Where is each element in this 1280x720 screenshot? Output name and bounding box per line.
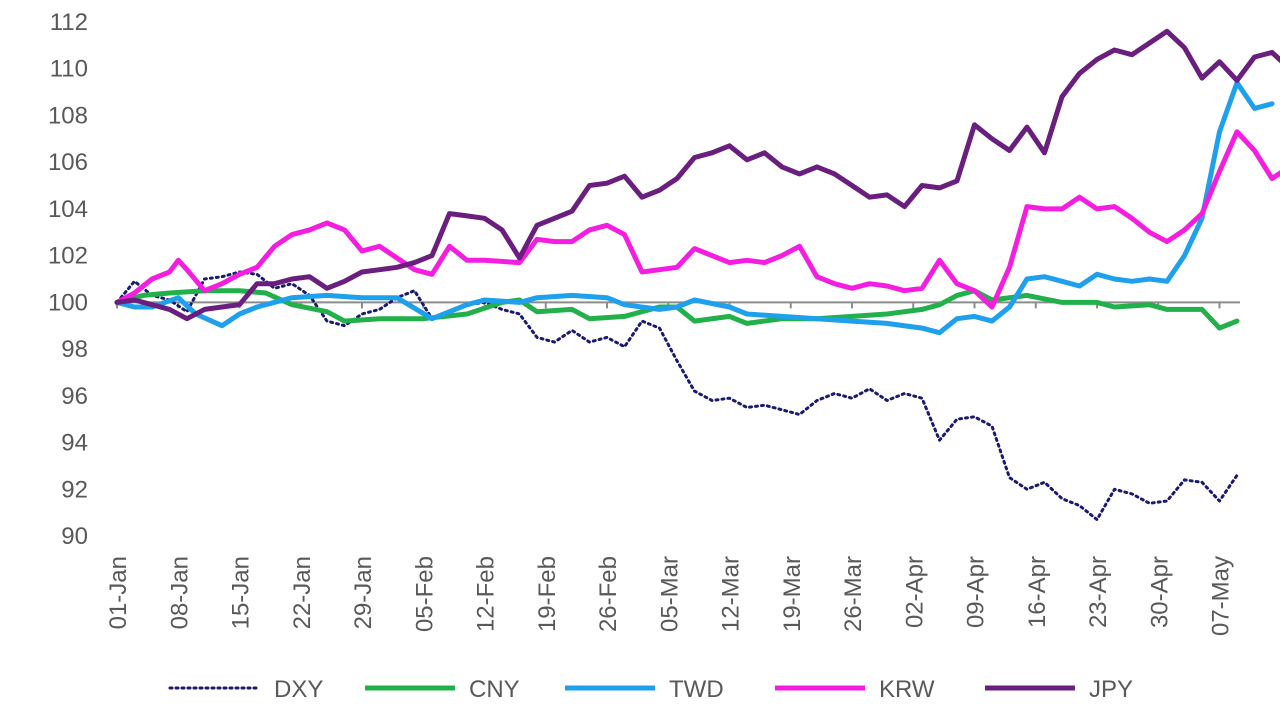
x-tick-label: 05-Feb [411,556,438,632]
y-tick-label: 112 [50,9,88,36]
x-tick-label: 08-Jan [166,556,193,629]
x-tick-label: 26-Mar [840,556,867,632]
series-line-krw [114,129,1280,310]
y-tick-label: 100 [48,289,88,316]
y-tick-label: 90 [61,523,88,550]
y-tick-label: 106 [48,149,88,176]
x-tick-label: 30-Apr [1146,556,1173,628]
x-tick-label: 26-Feb [595,556,622,632]
legend-label-cny: CNY [469,676,520,703]
x-tick-label: 23-Apr [1085,556,1112,628]
y-tick-label: 108 [48,102,88,129]
x-tick-label: 12-Mar [718,556,745,632]
x-tick-label: 02-Apr [901,556,928,628]
series-line-twd [114,80,1275,336]
series-line-jpy [114,28,1280,322]
x-tick-label: 05-Mar [656,556,683,632]
y-tick-label: 98 [61,336,88,363]
y-tick-label: 96 [61,383,88,410]
x-tick-label: 22-Jan [289,556,316,629]
legend-label-krw: KRW [879,676,935,703]
y-axis-ticks: 90 92 94 96 98 100 102 104 106 108 110 112 [48,9,88,550]
x-tick-label: 12-Feb [473,556,500,632]
x-axis-ticks: 01-Jan 08-Jan 15-Jan 22-Jan 29-Jan 05-Feb 12-F… [105,302,1235,636]
x-tick-label: 19-Mar [779,556,806,632]
series-lines [114,28,1280,522]
x-tick-label: 15-Jan [228,556,255,629]
legend-label-dxy: DXY [274,676,323,703]
x-tick-label: 19-Feb [534,556,561,632]
x-tick-label: 07-May [1208,556,1235,636]
series-line-dxy [115,270,1239,522]
legend-label-twd: TWD [669,676,724,703]
y-tick-label: 94 [61,430,88,457]
y-tick-label: 102 [48,243,88,270]
x-tick-label: 09-Apr [963,556,990,628]
series-line-cny [114,288,1240,331]
y-tick-label: 92 [61,476,88,503]
x-tick-label: 01-Jan [105,556,132,629]
x-tick-label: 29-Jan [350,556,377,629]
x-tick-label: 16-Apr [1024,556,1051,628]
y-tick-label: 104 [48,196,88,223]
legend-label-jpy: JPY [1089,676,1133,703]
y-tick-label: 110 [50,56,88,83]
legend: DXY CNY TWD KRW JPY [168,676,1133,703]
